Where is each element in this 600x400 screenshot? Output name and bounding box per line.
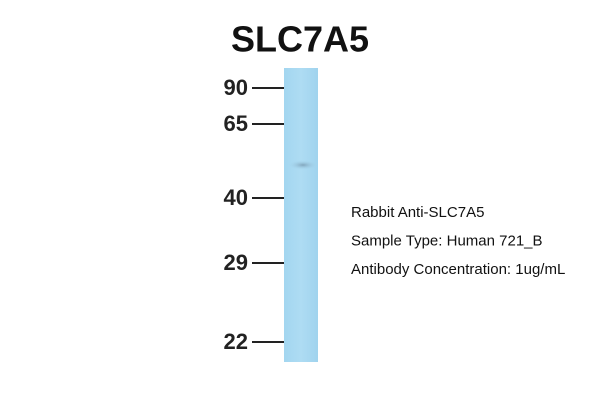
title: SLC7A5 — [231, 19, 369, 60]
marker-label: 29 — [224, 250, 248, 275]
marker-label: 22 — [224, 329, 248, 354]
info-line: Antibody Concentration: 1ug/mL — [351, 261, 565, 278]
band — [288, 160, 318, 170]
marker-label: 90 — [224, 75, 248, 100]
marker-ladder: 90 65 40 29 22 — [224, 75, 284, 354]
marker-label: 40 — [224, 185, 248, 210]
info-line: Sample Type: Human 721_B — [351, 232, 543, 249]
marker-label: 65 — [224, 111, 248, 136]
lane — [284, 68, 318, 362]
info-line: Rabbit Anti-SLC7A5 — [351, 204, 484, 221]
sample-info: Rabbit Anti-SLC7A5 Sample Type: Human 721… — [351, 204, 565, 278]
